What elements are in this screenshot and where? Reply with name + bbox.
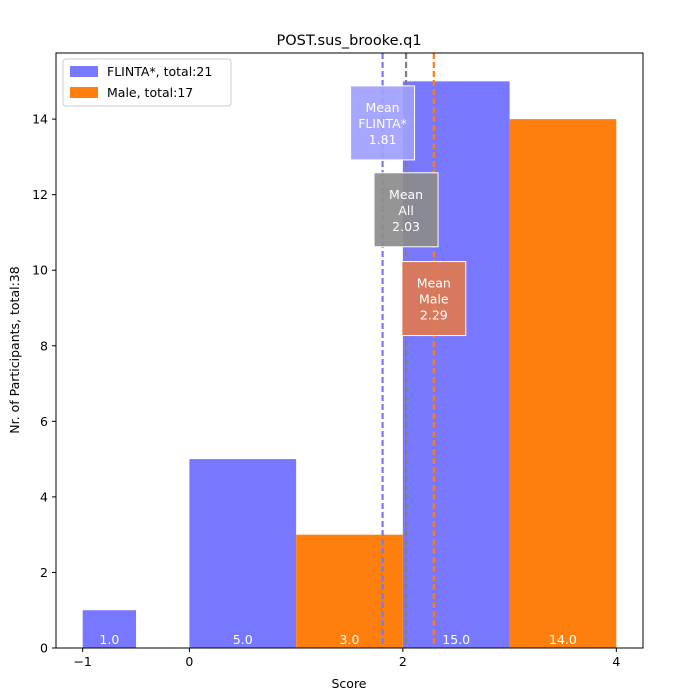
x-axis-label: Score xyxy=(331,676,366,691)
mean-box-text-all-1: All xyxy=(398,203,414,218)
mean-box-text-all-0: Mean xyxy=(389,187,423,202)
chart-title: POST.sus_brooke.q1 xyxy=(276,33,421,49)
y-tick-label: 14 xyxy=(32,112,48,127)
legend: FLINTA*, total:21 Male, total:17 xyxy=(62,58,232,107)
y-tick-label: 0 xyxy=(40,641,48,656)
bar-value-label-1-0: 3.0 xyxy=(340,632,360,647)
legend-label-0: FLINTA*, total:21 xyxy=(107,64,212,79)
mean-box-text-flinta-2: 1.81 xyxy=(369,132,397,147)
mean-box-bg-all xyxy=(373,172,439,248)
legend-box xyxy=(62,58,232,107)
mean-box-text-flinta-1: FLINTA* xyxy=(358,116,407,131)
mean-box-text-male-1: Male xyxy=(419,292,449,307)
bar-value-label-0-0: 1.0 xyxy=(99,632,119,647)
x-tick-label: 0 xyxy=(185,654,193,669)
y-tick-label: 2 xyxy=(40,565,48,580)
mean-box-text-all-2: 2.03 xyxy=(392,219,420,234)
bar-value-label-0-1: 5.0 xyxy=(233,632,253,647)
mean-box-text-male-2: 2.29 xyxy=(420,308,448,323)
x-tick-label: 2 xyxy=(399,654,407,669)
mean-box-bg-male xyxy=(401,261,467,337)
bar-value-label-0-2: 15.0 xyxy=(442,632,470,647)
mean-box-text-male-0: Mean xyxy=(417,276,451,291)
plot-frame xyxy=(55,52,644,649)
legend-label-1: Male, total:17 xyxy=(107,85,193,100)
y-tick-label: 6 xyxy=(40,414,48,429)
y-tick-label: 10 xyxy=(32,263,48,278)
x-axis: −1 0 2 4 xyxy=(73,648,620,669)
x-tick-label: −1 xyxy=(73,654,91,669)
legend-swatch-1 xyxy=(70,87,98,98)
y-tick-label: 12 xyxy=(32,187,48,202)
bar-0-1 xyxy=(189,459,297,648)
y-axis-label: Nr. of Participants, total:38 xyxy=(7,266,22,433)
bar-value-label-1-1: 14.0 xyxy=(549,632,577,647)
bar-1-1 xyxy=(509,119,617,649)
mean-box-bg-flinta xyxy=(350,85,416,161)
bar-0-2 xyxy=(402,81,510,649)
bar-1-0 xyxy=(296,534,403,648)
y-axis: 0 2 4 6 8 10 12 14 xyxy=(32,112,56,656)
legend-swatch-0 xyxy=(70,66,98,77)
y-tick-label: 4 xyxy=(40,489,48,504)
mean-box-text-flinta-0: Mean xyxy=(366,100,400,115)
y-tick-label: 8 xyxy=(40,338,48,353)
x-tick-label: 4 xyxy=(612,654,620,669)
bar-0-0 xyxy=(82,610,137,648)
